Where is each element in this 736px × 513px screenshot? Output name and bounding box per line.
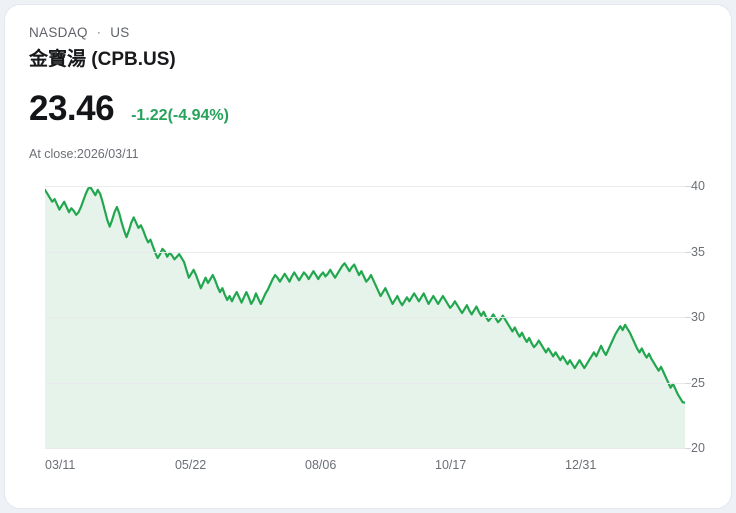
price-line <box>45 186 685 404</box>
x-axis-tick-label: 03/11 <box>45 458 76 472</box>
chart-gridline <box>45 251 685 253</box>
y-axis-tick-label: 25 <box>691 375 705 390</box>
y-axis-tick-label: 30 <box>691 310 705 324</box>
quote-values: 23.46 -1.22(-4.94%) <box>29 90 229 128</box>
at-close-timestamp: At close:2026/03/11 <box>29 147 139 161</box>
x-axis-tick-label: 10/17 <box>435 458 467 472</box>
chart-gridline <box>45 317 685 318</box>
chart-gridline <box>45 448 685 449</box>
x-axis-tick-label: 05/22 <box>174 458 207 472</box>
exchange-line: NASDAQ · US <box>29 23 176 42</box>
chart-plot-area[interactable] <box>45 186 685 449</box>
separator-dot: · <box>96 25 102 39</box>
y-axis-tick-mark <box>685 251 691 253</box>
price-chart[interactable]: 40 35 30 25 20 03/11 05/22 08/06 10/17 12/31 <box>5 173 731 483</box>
y-axis-tick-mark <box>685 186 691 187</box>
chart-gridline <box>45 382 685 384</box>
x-axis-tick-label: 08/06 <box>305 458 337 472</box>
page-title: 金寶湯 (CPB.US) <box>29 49 176 70</box>
chart-gridline <box>45 186 685 187</box>
y-axis-tick-label: 40 <box>691 179 705 193</box>
y-axis-tick-mark <box>685 317 691 318</box>
y-axis-tick-label: 35 <box>691 244 705 259</box>
y-axis-tick-mark <box>685 382 691 384</box>
y-axis-tick-mark <box>685 448 691 449</box>
quote-header: NASDAQ · US 金寶湯 (CPB.US) <box>29 23 176 72</box>
price-change: -1.22(-4.94%) <box>131 107 229 124</box>
x-axis-tick-label: 12/31 <box>565 458 597 472</box>
stock-quote-card: NASDAQ · US 金寶湯 (CPB.US) 23.46 -1.22(-4.… <box>4 4 732 509</box>
region-label: US <box>110 25 130 40</box>
exchange-name: NASDAQ <box>29 25 88 40</box>
y-axis-tick-label: 20 <box>691 441 705 455</box>
last-price: 23.46 <box>29 89 115 128</box>
